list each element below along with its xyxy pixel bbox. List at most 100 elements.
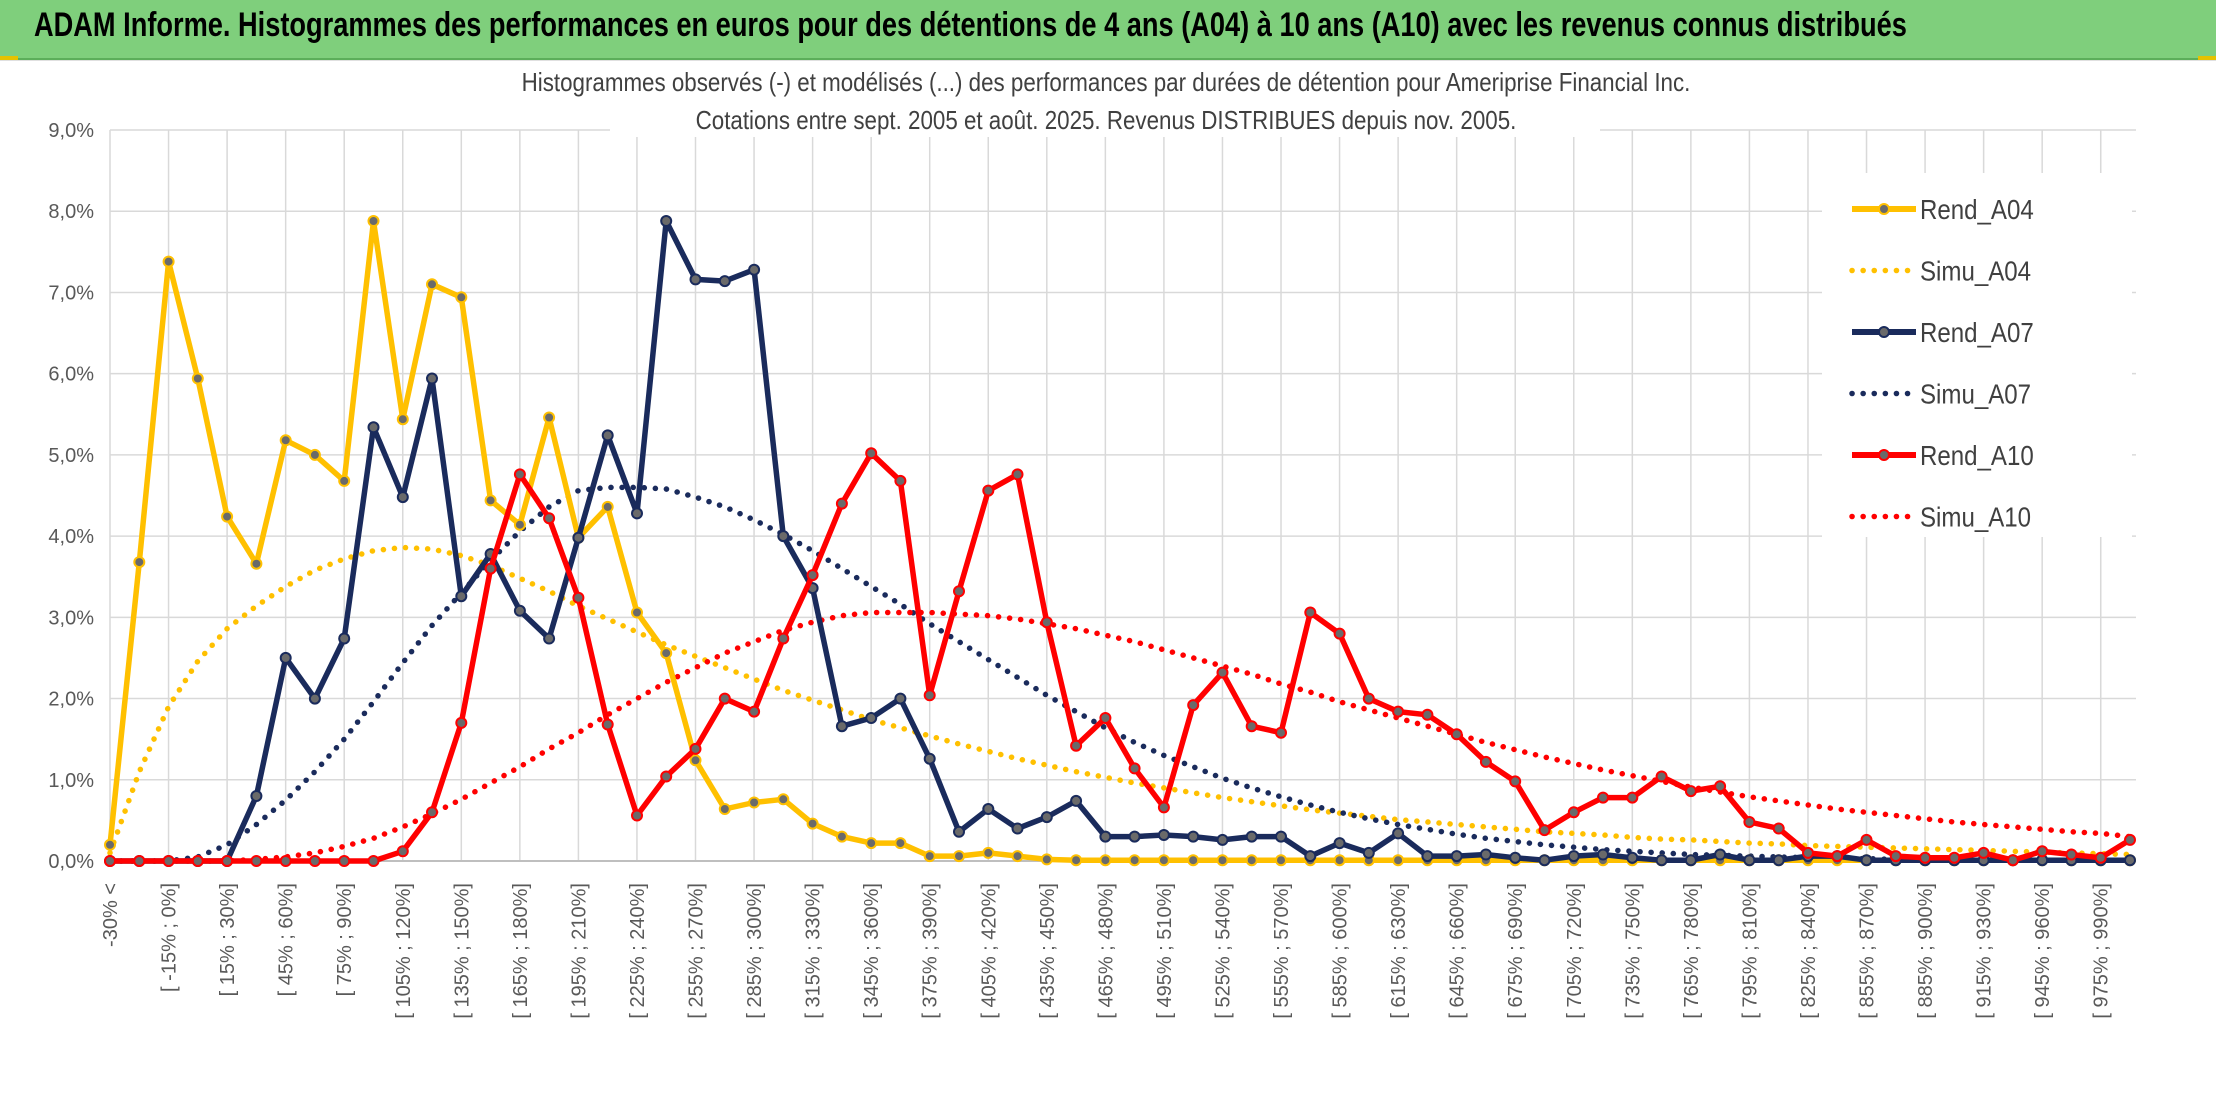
data-point-rend-a10 (1099, 712, 1112, 724)
data-point-rend-a10 (1977, 846, 1990, 859)
data-point-rend-a10 (572, 591, 585, 604)
x-tick-label: [ 795% ; 810%] (1739, 883, 1761, 1019)
data-point-rend-a07 (1743, 854, 1756, 867)
data-point-rend-a07 (367, 421, 380, 434)
data-point-rend-a10 (191, 855, 204, 867)
data-point-rend-a07 (1655, 854, 1668, 867)
data-point-rend-a10 (2124, 833, 2136, 846)
data-point-rend-a07 (1099, 830, 1112, 843)
data-point-rend-a07 (455, 590, 468, 603)
data-point-rend-a04 (923, 850, 936, 863)
data-point-rend-a10 (1070, 739, 1083, 752)
x-tick-label: [ 645% ; 660%] (1447, 883, 1469, 1019)
data-point-rend-a10 (835, 497, 848, 510)
data-point-rend-a04 (689, 754, 702, 767)
data-point-rend-a10 (660, 770, 673, 783)
data-point-rend-a07 (689, 273, 702, 286)
data-point-rend-a07 (1626, 851, 1639, 864)
data-point-rend-a10 (2094, 851, 2107, 864)
data-point-rend-a07 (1421, 850, 1434, 863)
data-point-rend-a04 (1011, 850, 1024, 863)
data-point-rend-a10 (367, 855, 380, 867)
data-point-rend-a04 (865, 837, 878, 850)
data-point-rend-a10 (1948, 851, 1961, 864)
legend-label-rend-a10: Rend_A10 (1920, 439, 2034, 471)
data-point-rend-a10 (250, 855, 263, 867)
x-tick-label: [ 735% ; 750%] (1622, 883, 1644, 1019)
data-point-rend-a07 (1128, 830, 1141, 843)
data-point-rend-a04 (1333, 854, 1346, 867)
data-point-rend-a04 (1099, 854, 1112, 867)
x-tick-label: [ 405% ; 420%] (978, 883, 1000, 1019)
x-tick-label: [ 915% ; 930%] (1974, 883, 1996, 1019)
data-point-rend-a10 (308, 855, 321, 867)
data-point-rend-a07 (982, 803, 995, 815)
x-tick-label: [ 75% ; 90%] (334, 883, 356, 996)
x-tick-label: [ 555% ; 570%] (1271, 883, 1293, 1019)
x-tick-label: [ 195% ; 210%] (568, 883, 590, 1019)
legend-label-simu-a07: Simu_A07 (1920, 378, 2031, 410)
x-tick-label: [ 375% ; 390%] (920, 883, 942, 1019)
data-point-rend-a10 (631, 809, 643, 822)
data-point-rend-a04 (1392, 854, 1405, 867)
legend-marker-rend-a10 (1878, 449, 1890, 461)
data-point-rend-a04 (1070, 854, 1083, 867)
data-point-rend-a04 (484, 494, 497, 507)
data-point-rend-a07 (953, 825, 965, 838)
data-point-rend-a10 (1245, 720, 1258, 733)
data-point-rend-a10 (1304, 606, 1317, 619)
data-point-rend-a10 (1479, 755, 1492, 768)
x-tick-label: [ 765% ; 780%] (1681, 883, 1703, 1019)
data-point-rend-a10 (1919, 851, 1932, 864)
x-tick-label: [ 525% ; 540%] (1212, 883, 1234, 1019)
y-tick-label: 0,0% (48, 851, 94, 873)
data-point-rend-a10 (338, 855, 351, 867)
y-tick-label: 4,0% (48, 526, 94, 548)
data-point-rend-a10 (396, 845, 409, 858)
series-line-simu-a07 (107, 484, 2133, 864)
data-point-rend-a07 (1597, 848, 1609, 861)
data-point-rend-a07 (631, 507, 643, 520)
data-point-rend-a10 (953, 585, 965, 598)
x-tick-label: [ 855% ; 870%] (1857, 883, 1879, 1019)
data-point-rend-a04 (1275, 854, 1287, 867)
data-point-rend-a10 (1626, 791, 1639, 804)
data-point-rend-a04 (367, 215, 380, 227)
data-point-rend-a07 (338, 632, 351, 645)
data-point-rend-a10 (1187, 699, 1200, 712)
data-point-rend-a07 (1362, 846, 1375, 859)
data-point-rend-a04 (250, 557, 263, 570)
data-point-rend-a07 (1392, 827, 1405, 840)
data-point-rend-a04 (1040, 853, 1053, 866)
data-point-rend-a10 (1802, 846, 1814, 859)
data-point-rend-a10 (2006, 854, 2019, 867)
data-point-rend-a04 (660, 647, 673, 660)
data-point-rend-a07 (1040, 811, 1053, 824)
data-point-rend-a10 (1597, 791, 1609, 804)
data-point-rend-a04 (718, 803, 731, 815)
data-point-rend-a10 (1275, 726, 1287, 739)
data-point-rend-a10 (1128, 762, 1141, 775)
data-point-rend-a04 (1187, 854, 1200, 867)
data-point-rend-a07 (1567, 850, 1580, 863)
data-point-rend-a04 (748, 796, 761, 809)
data-point-rend-a07 (1216, 833, 1229, 846)
report-title: ADAM Informe. Histogrammes des performan… (34, 6, 1907, 44)
data-point-rend-a10 (1362, 692, 1375, 705)
data-point-rend-a10 (1567, 806, 1580, 819)
data-point-rend-a10 (2065, 848, 2078, 861)
x-tick-label: [ 285% ; 300%] (744, 883, 766, 1019)
data-point-rend-a07 (601, 429, 614, 442)
data-point-rend-a04 (104, 838, 116, 851)
data-point-rend-a04 (396, 413, 409, 426)
legend-box (1822, 173, 2132, 537)
data-point-rend-a07 (1187, 830, 1200, 843)
data-point-rend-a04 (279, 434, 292, 447)
x-tick-label: [ 345% ; 360%] (861, 883, 883, 1019)
data-point-rend-a10 (806, 569, 819, 582)
data-point-rend-a04 (806, 817, 819, 830)
data-point-rend-a10 (1831, 850, 1844, 863)
legend-label-simu-a04: Simu_A04 (1920, 255, 2031, 287)
corner-mark-right (2198, 56, 2216, 60)
data-point-rend-a10 (1743, 816, 1756, 828)
